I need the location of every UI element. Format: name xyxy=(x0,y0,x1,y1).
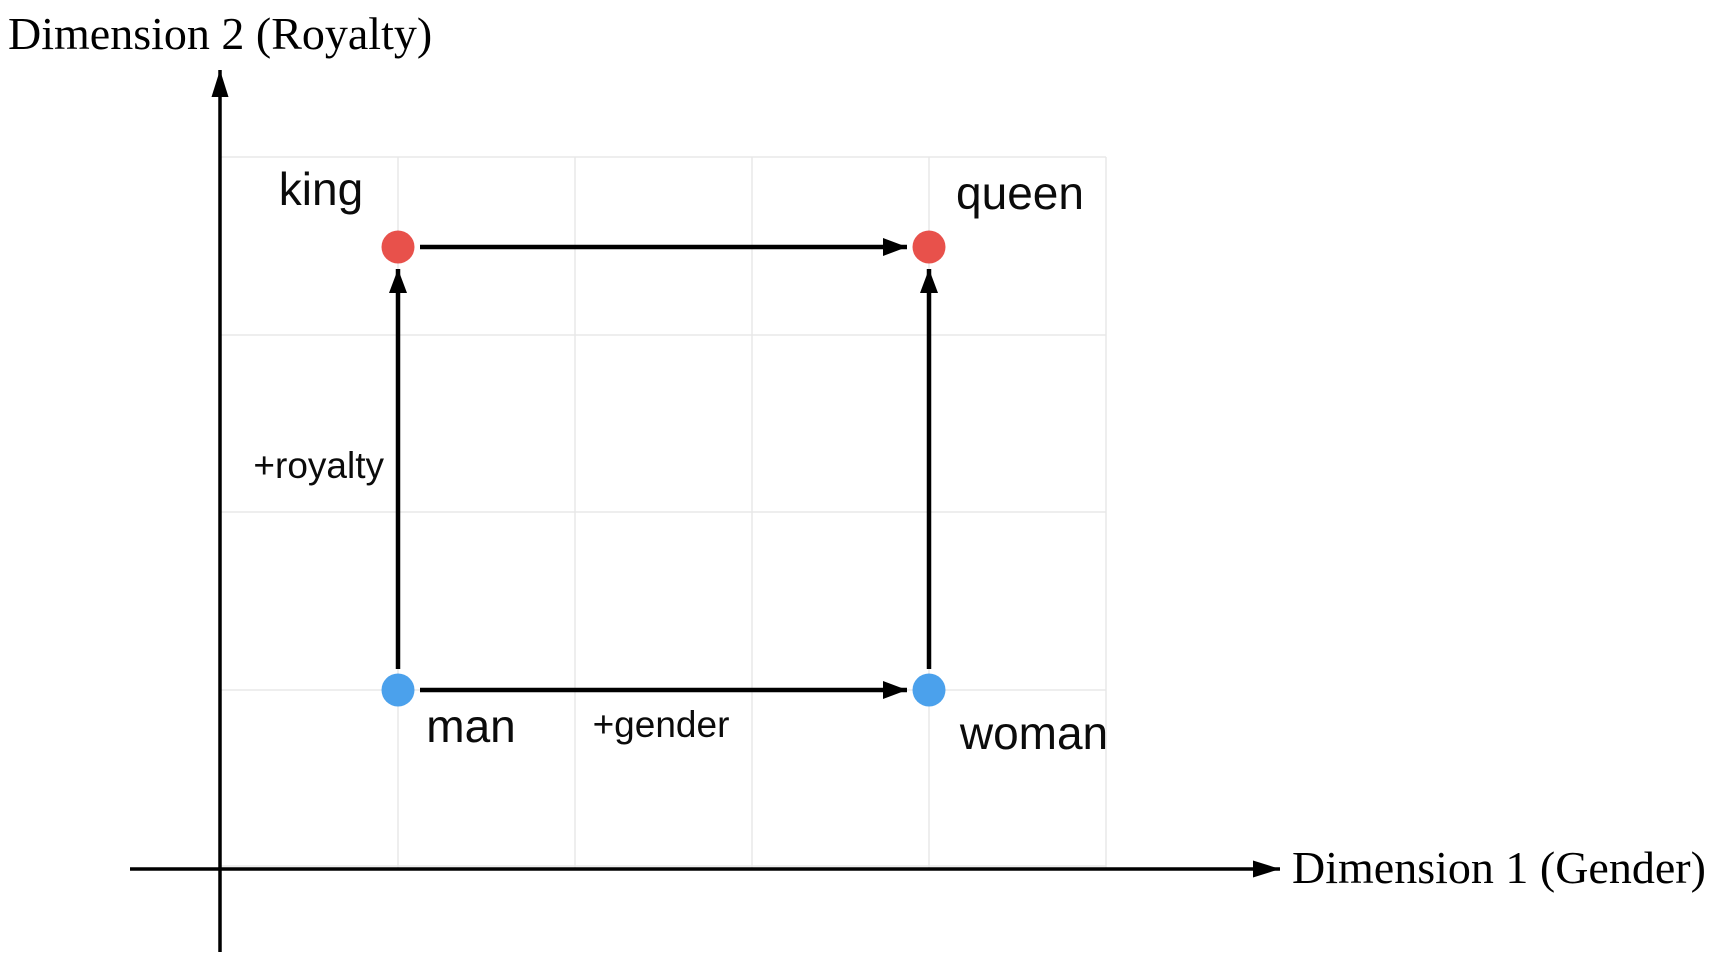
data-points xyxy=(381,230,946,707)
point-labels: king queen man woman xyxy=(279,163,1108,759)
point-woman xyxy=(912,673,946,707)
point-label-man: man xyxy=(426,700,515,752)
axis-titles: Dimension 2 (Royalty) Dimension 1 (Gende… xyxy=(8,8,1706,893)
x-axis-title: Dimension 1 (Gender) xyxy=(1292,842,1706,893)
point-man xyxy=(381,673,415,707)
point-queen xyxy=(912,230,946,264)
vector-label-plus-royalty: +royalty xyxy=(253,445,384,486)
analogy-vectors xyxy=(389,238,938,699)
point-label-woman: woman xyxy=(959,707,1108,759)
gridlines xyxy=(220,156,1107,868)
vector-label-plus-gender: +gender xyxy=(593,704,730,745)
vector-labels: +royalty +gender xyxy=(253,445,729,745)
axes xyxy=(130,70,1280,952)
point-label-king: king xyxy=(279,163,363,215)
point-king xyxy=(381,230,415,264)
y-axis-title: Dimension 2 (Royalty) xyxy=(8,8,432,59)
point-label-queen: queen xyxy=(956,167,1084,219)
